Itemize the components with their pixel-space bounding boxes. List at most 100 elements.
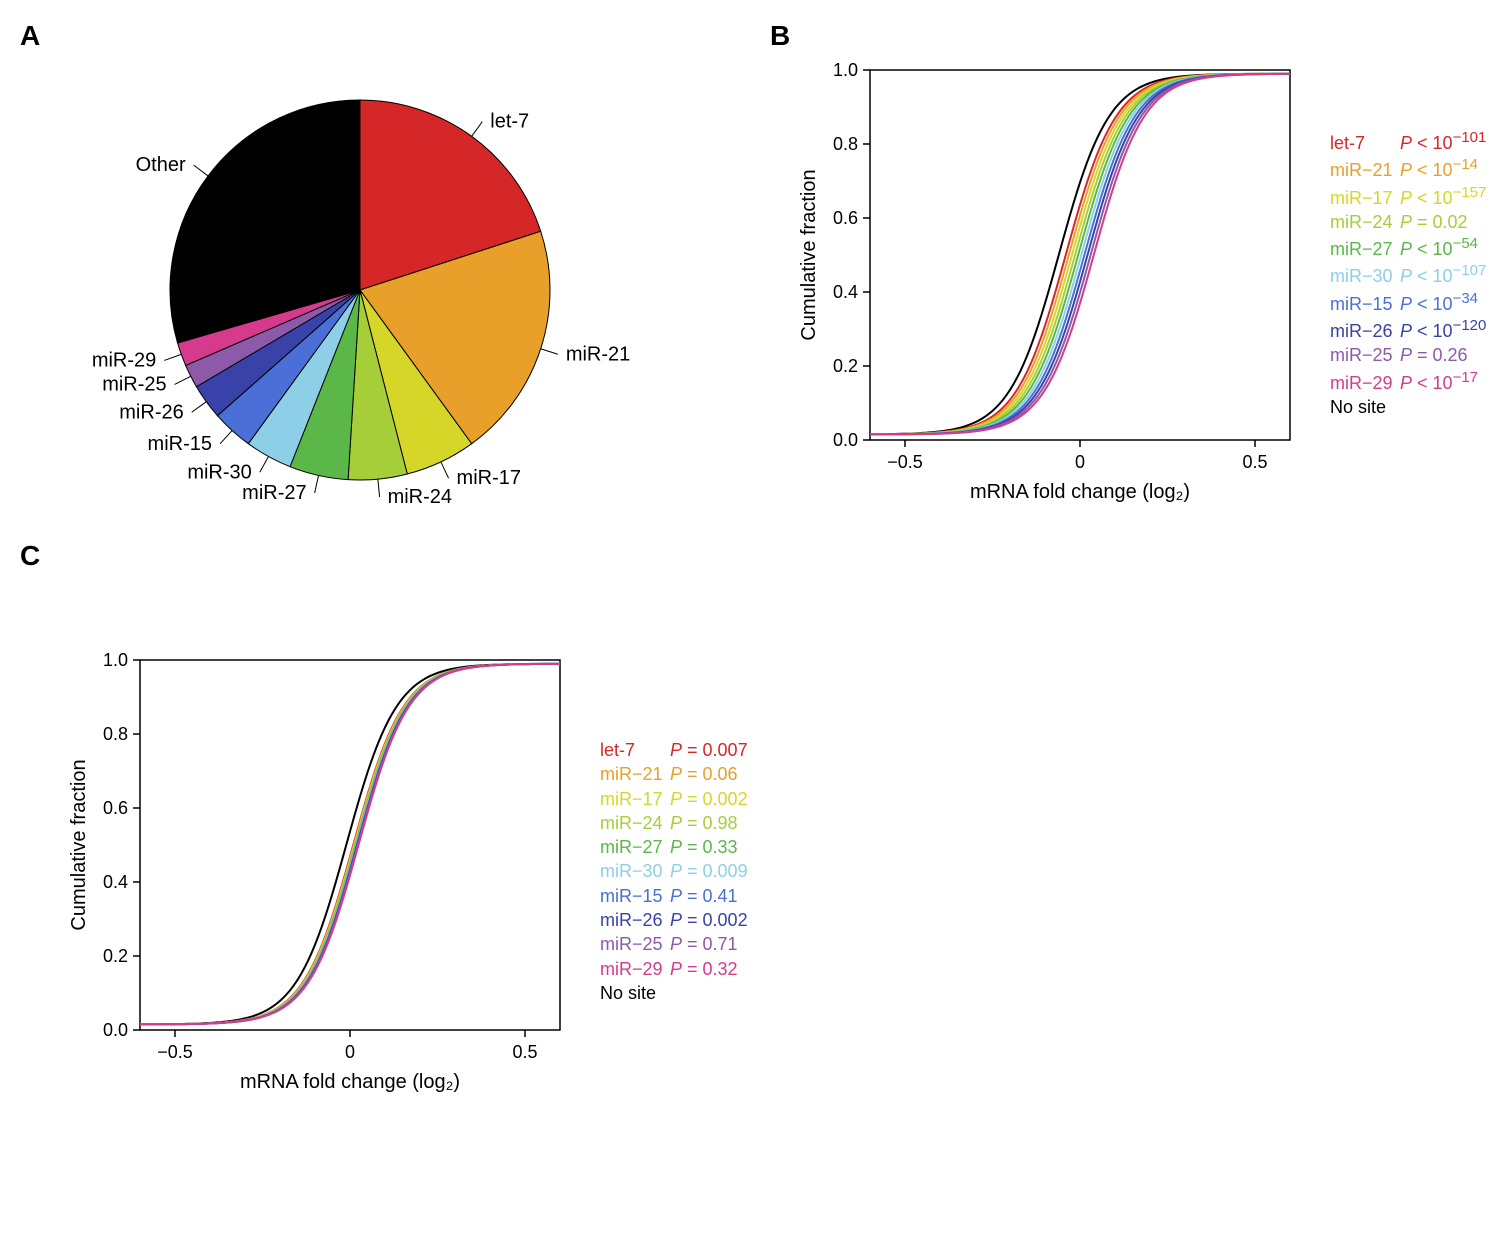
legend-item-miR25: miR−25P = 0.26: [1330, 343, 1486, 367]
legend-item-name: miR−26: [1330, 319, 1400, 343]
legend-item-miR27: miR−27P < 10−54: [1330, 234, 1486, 261]
legend-item-pvalue: P: [670, 837, 682, 857]
cdf-curve-miR15: [140, 664, 560, 1025]
x-tick-label: 0: [345, 1042, 355, 1062]
legend-item-pvalue: P: [1400, 239, 1412, 259]
legend-item-miR15: miR−15P = 0.41: [600, 884, 748, 908]
legend-item-name: miR−17: [600, 787, 670, 811]
panel-B: B −0.500.50.00.20.40.60.81.0mRNA fold ch…: [770, 20, 1500, 540]
legend-item-ptext: = 0.71: [682, 934, 738, 954]
legend-item-miR21: miR−21P = 0.06: [600, 762, 748, 786]
legend-item-psup: −157: [1453, 184, 1487, 201]
legend-item-name: miR−29: [1330, 371, 1400, 395]
legend-item-psup: −54: [1453, 235, 1478, 252]
legend-item-pvalue: P: [670, 861, 682, 881]
legend-item-let7: let-7P = 0.007: [600, 738, 748, 762]
legend-item-pvalue: P: [670, 813, 682, 833]
legend-item-miR17: miR−17P < 10−157: [1330, 183, 1486, 210]
legend-item-miR26: miR−26P = 0.002: [600, 908, 748, 932]
legend-item-ptext: = 0.41: [682, 886, 738, 906]
pie-label-line: [472, 122, 483, 137]
cdf-curve-miR26: [140, 664, 560, 1025]
legend-item-miR21: miR−21P < 10−14: [1330, 155, 1486, 182]
legend-item-miR15: miR−15P < 10−34: [1330, 289, 1486, 316]
pie-label-line: [441, 462, 449, 478]
legend-item-psup: −34: [1453, 290, 1478, 307]
cdf-chart-C: −0.500.50.00.20.40.60.81.0mRNA fold chan…: [50, 620, 610, 1120]
legend-item-psup: −14: [1453, 156, 1478, 173]
legend-item-pvalue: P: [1400, 266, 1412, 286]
legend-item-name: miR−21: [1330, 158, 1400, 182]
legend-item-name: miR−25: [1330, 343, 1400, 367]
panel-A: A let-7miR-21miR-17miR-24miR-27miR-30miR…: [20, 20, 770, 540]
pie-label-line: [192, 402, 207, 413]
y-tick-label: 0.4: [103, 872, 128, 892]
y-tick-label: 0.8: [833, 134, 858, 154]
cdf-curve-miR24: [870, 74, 1290, 435]
legend-item-pvalue: P: [670, 764, 682, 784]
y-tick-label: 0.2: [103, 946, 128, 966]
legend-item-psup: −17: [1453, 369, 1478, 386]
legend-item-ptext: < 10: [1412, 133, 1453, 153]
pie-label-line: [260, 456, 269, 472]
cdf-curve-miR25: [140, 664, 560, 1025]
legend-item-pvalue: P: [1400, 373, 1412, 393]
pie-label-line: [378, 479, 380, 497]
y-tick-label: 0.0: [103, 1020, 128, 1040]
legend-item-ptext: = 0.002: [682, 910, 748, 930]
legend-item-miR30: miR−30P = 0.009: [600, 859, 748, 883]
legend-item-name: let-7: [1330, 131, 1400, 155]
legend-item-pvalue: P: [1400, 321, 1412, 341]
legend-item-ptext: = 0.06: [682, 764, 738, 784]
legend-item-name: miR−27: [600, 835, 670, 859]
y-axis-label: Cumulative fraction: [798, 169, 820, 340]
y-tick-label: 0.6: [103, 798, 128, 818]
figure-container: A let-7miR-21miR-17miR-24miR-27miR-30miR…: [20, 20, 1480, 1160]
legend-item-miR25: miR−25P = 0.71: [600, 932, 748, 956]
legend-item-ptext: < 10: [1412, 294, 1453, 314]
cdf-curve-miR25: [870, 74, 1290, 435]
legend-item-psup: −120: [1453, 317, 1487, 334]
cdf-chart-B: −0.500.50.00.20.40.60.81.0mRNA fold chan…: [780, 30, 1340, 530]
pie-label-line: [220, 431, 232, 444]
pie-label-line: [175, 376, 191, 384]
pie-label-line: [194, 165, 208, 176]
panel-A-label: A: [20, 20, 40, 52]
x-tick-label: 0.5: [1242, 452, 1267, 472]
legend-item-ptext: < 10: [1412, 160, 1453, 180]
legend-item-ptext: = 0.007: [682, 740, 748, 760]
x-tick-label: 0.5: [512, 1042, 537, 1062]
cdf-curve-miR17: [870, 74, 1290, 435]
legend-item-ptext: < 10: [1412, 373, 1453, 393]
legend-item-nosite: No site: [1330, 395, 1486, 419]
y-tick-label: 0.2: [833, 356, 858, 376]
cdf-curve-nosite: [870, 74, 1290, 435]
legend-item-pvalue: P: [1400, 160, 1412, 180]
legend-item-ptext: < 10: [1412, 266, 1453, 286]
legend-item-name: miR−15: [600, 884, 670, 908]
cdf-curve-nosite: [140, 664, 560, 1025]
cdf-curve-miR29: [870, 74, 1290, 435]
legend-item-name: miR−24: [600, 811, 670, 835]
y-axis-label: Cumulative fraction: [68, 759, 90, 930]
legend-item-pvalue: P: [1400, 294, 1412, 314]
legend-item-name: miR−17: [1330, 186, 1400, 210]
pie-label-Other: Other: [136, 154, 186, 176]
legend-item-nosite: No site: [600, 981, 748, 1005]
plot-frame: [140, 660, 560, 1030]
legend-item-name: miR−29: [600, 957, 670, 981]
legend-item-ptext: = 0.26: [1412, 345, 1468, 365]
legend-item-miR26: miR−26P < 10−120: [1330, 316, 1486, 343]
cdf-curve-miR27: [140, 664, 560, 1025]
legend-item-ptext: = 0.32: [682, 959, 738, 979]
legend-item-name: let-7: [600, 738, 670, 762]
pie-label-miR26: miR-26: [119, 401, 183, 423]
legend-item-pvalue: P: [1400, 212, 1412, 232]
legend-item-pvalue: P: [670, 886, 682, 906]
cdf-curve-miR30: [140, 664, 560, 1025]
legend-item-miR30: miR−30P < 10−107: [1330, 261, 1486, 288]
legend-item-pvalue: P: [1400, 188, 1412, 208]
plot-frame: [870, 70, 1290, 440]
pie-label-miR17: miR-17: [457, 467, 521, 489]
cdf-curve-miR17: [140, 664, 560, 1025]
